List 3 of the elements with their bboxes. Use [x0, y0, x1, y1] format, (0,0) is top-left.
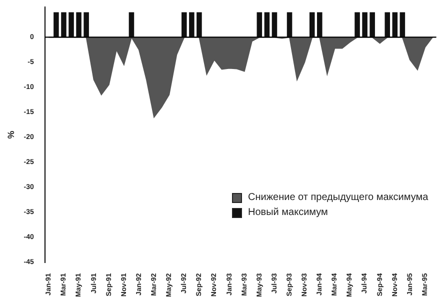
legend-label: Новый максимум [248, 206, 328, 220]
legend-label: Снижение от предыдущего максимума [248, 191, 428, 205]
y-axis-title: % [6, 130, 16, 139]
